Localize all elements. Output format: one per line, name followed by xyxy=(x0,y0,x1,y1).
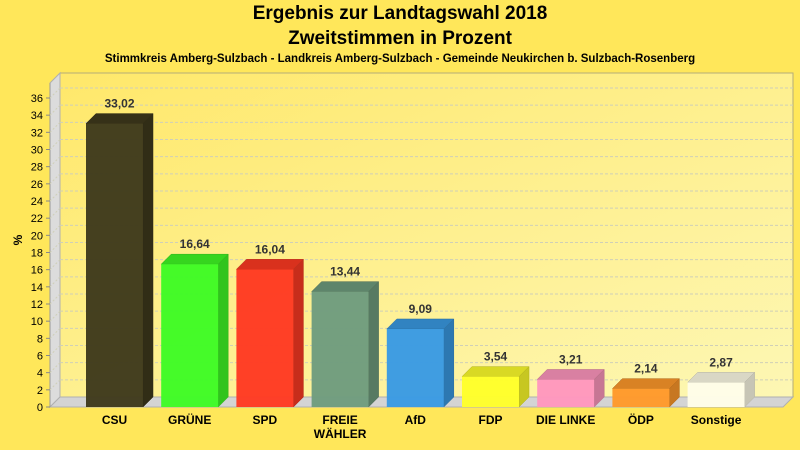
bar-front xyxy=(462,376,519,407)
bar-side xyxy=(293,258,304,408)
bar-value-label: 2,14 xyxy=(634,362,658,376)
bar-top xyxy=(536,369,605,380)
y-tick-label: 0 xyxy=(37,402,43,414)
chart-region: Stimmkreis Amberg-Sulzbach - Landkreis A… xyxy=(104,53,696,65)
x-category-label: AfD xyxy=(405,413,427,427)
bar-top xyxy=(160,253,229,265)
bar-sonstige: 2,87 xyxy=(686,355,756,408)
y-tick-label: 2 xyxy=(37,385,43,397)
y-tick-label: 4 xyxy=(37,368,43,380)
bar-die-linke: 3,21 xyxy=(536,352,605,408)
y-tick-label: 22 xyxy=(31,213,43,225)
y-tick-label: 18 xyxy=(31,248,43,260)
bar-top xyxy=(235,259,305,270)
bar-front xyxy=(86,123,143,407)
y-tick-label: 6 xyxy=(37,351,43,363)
bar-afd: 9,09 xyxy=(386,302,455,408)
y-axis-label: % xyxy=(11,234,25,245)
bar-front xyxy=(161,264,219,407)
bar-front xyxy=(236,269,294,407)
bar-front xyxy=(612,388,670,407)
x-category-label: SPD xyxy=(253,413,278,427)
bar-side xyxy=(217,253,229,408)
bar-top xyxy=(461,366,530,377)
bar-value-label: 16,64 xyxy=(180,237,210,251)
x-category-label: DIE LINKE xyxy=(536,413,595,427)
y-tick-label: 30 xyxy=(31,145,43,157)
bar-top xyxy=(85,113,154,124)
bar-grüne: 16,64 xyxy=(160,237,229,408)
bar-value-label: 3,54 xyxy=(484,350,508,364)
x-category-label: GRÜNE xyxy=(168,412,211,427)
y-tick-label: 14 xyxy=(31,282,43,294)
bar-value-label: 2,87 xyxy=(709,355,733,369)
bar-front xyxy=(311,291,369,407)
bar-spd: 16,04 xyxy=(235,242,305,408)
y-tick-label: 32 xyxy=(31,127,43,139)
bar-csu: 33,02 xyxy=(85,97,154,408)
y-tick-label: 12 xyxy=(31,299,43,311)
y-tick-label: 10 xyxy=(31,316,43,328)
bar-front xyxy=(386,328,444,407)
bar-front xyxy=(687,382,745,407)
bar-freie-wähler: 13,44 xyxy=(310,265,380,408)
bar-value-label: 9,09 xyxy=(409,302,433,316)
bar-value-label: 13,44 xyxy=(330,265,360,279)
plot-side-wall xyxy=(49,71,61,409)
bar-ödp: 2,14 xyxy=(611,362,681,408)
bar-top xyxy=(310,281,380,292)
y-tick-label: 16 xyxy=(31,265,43,277)
bar-side xyxy=(443,318,455,408)
bar-value-label: 16,04 xyxy=(255,242,285,256)
bar-top xyxy=(386,318,455,330)
x-category-label: WÄHLER xyxy=(314,426,367,441)
chart-title: Ergebnis zur Landtagswahl 2018 xyxy=(252,3,548,24)
x-category-label: FREIE xyxy=(322,413,357,427)
y-tick-label: 34 xyxy=(31,110,43,122)
y-tick-label: 8 xyxy=(37,333,43,345)
bar-front xyxy=(537,379,595,407)
bar-side xyxy=(368,281,379,408)
x-category-label: FDP xyxy=(479,413,503,427)
y-tick-label: 36 xyxy=(31,93,43,105)
y-tick-label: 20 xyxy=(31,230,43,242)
y-tick-label: 26 xyxy=(31,179,43,191)
bar-fdp: 3,54 xyxy=(461,350,530,408)
x-category-label: CSU xyxy=(102,413,127,427)
bar-top xyxy=(686,372,756,383)
bar-value-label: 3,21 xyxy=(559,352,583,366)
bar-value-label: 33,02 xyxy=(104,97,134,111)
y-tick-label: 24 xyxy=(31,196,43,208)
x-category-label: ÖDP xyxy=(628,412,654,427)
bar-top xyxy=(611,378,681,389)
chart-subtitle: Zweitstimmen in Prozent xyxy=(288,28,512,49)
x-category-label: Sonstige xyxy=(691,413,742,427)
bar-side xyxy=(142,112,154,408)
y-tick-label: 28 xyxy=(31,162,43,174)
